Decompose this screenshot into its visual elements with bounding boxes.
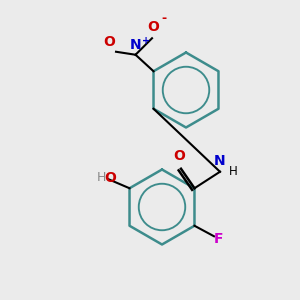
Text: O: O: [148, 20, 160, 34]
Text: N: N: [130, 38, 141, 52]
Text: F: F: [214, 232, 223, 246]
Text: H: H: [228, 165, 237, 178]
Text: -: -: [162, 12, 167, 25]
Text: H: H: [96, 171, 106, 184]
Text: O: O: [173, 149, 185, 163]
Text: N: N: [214, 154, 226, 168]
Text: +: +: [142, 36, 150, 46]
Text: O: O: [103, 35, 116, 49]
Text: O: O: [104, 171, 116, 185]
